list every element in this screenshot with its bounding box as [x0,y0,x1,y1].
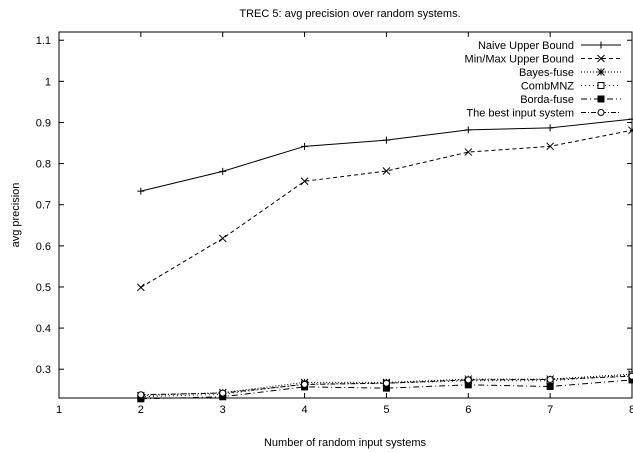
data-point-the-best-input-system [137,391,145,399]
data-point-naive-upper-bound [219,167,227,175]
data-point-naive-upper-bound [464,126,472,134]
x-tick-label: 6 [465,404,471,416]
legend: Naive Upper Bound Min/Max Upper BoundBaye… [465,40,621,120]
y-tick-label: 0.9 [36,117,51,129]
data-point-naive-upper-bound [546,124,554,132]
y-axis-title: avg precision [10,183,22,248]
legend-marker-min-max-upper-bound [597,54,605,63]
data-point-min-max-upper-bound [218,234,227,243]
data-point-borda-fuse [546,382,554,390]
legend-marker-combmnz [597,82,605,89]
data-point-naive-upper-bound [137,187,145,195]
y-tick-label: 0.5 [36,282,51,294]
y-tick-label: 1.1 [36,35,51,47]
series-line-min-max-upper-bound [140,129,633,288]
data-point-min-max-upper-bound [628,126,633,135]
data-point-min-max-upper-bound [137,283,145,292]
y-tick-label: 0.6 [36,241,51,253]
legend-marker-bayes-fuse [597,68,605,76]
data-point-the-best-input-system [546,375,554,383]
x-tick-label: 8 [629,404,633,416]
data-point-the-best-input-system [464,376,472,384]
data-point-min-max-upper-bound [382,167,391,175]
plot-frame [58,31,633,399]
series-naive-upper-bound [137,115,633,195]
data-point-naive-upper-bound [628,115,633,123]
legend-label-naive-upper-bound: Naive Upper Bound [478,40,574,52]
data-point-min-max-upper-bound [300,177,309,186]
series-line-naive-upper-bound [140,118,633,192]
x-tick-label: 5 [383,404,389,416]
y-tick-label: 1 [45,76,51,88]
data-point-the-best-input-system [301,380,309,388]
data-point-min-max-upper-bound [546,142,554,151]
data-point-the-best-input-system [628,372,633,380]
x-tick-label: 7 [547,404,553,416]
legend-marker-the-best-input-system [597,109,605,116]
y-tick-label: 0.7 [36,200,51,212]
series-layer [137,115,633,403]
x-tick-label: 4 [302,404,308,416]
data-point-the-best-input-system [382,379,390,387]
data-point-min-max-upper-bound [464,148,473,156]
x-tick-label: 3 [220,404,226,416]
chart-title: TREC 5: avg precision over random system… [239,8,460,20]
x-tick-label: 2 [138,404,144,416]
series-the-best-input-system [137,372,633,399]
series-min-max-upper-bound [137,126,633,292]
y-tick-label: 0.4 [36,323,51,335]
x-tick-label: 1 [56,404,62,416]
legend-label-bayes-fuse: Bayes-fuse [519,67,574,79]
data-point-naive-upper-bound [382,136,390,144]
legend-marker-naive-upper-bound [597,41,605,49]
legend-label-borda-fuse: Borda-fuse [520,94,574,106]
data-point-the-best-input-system [219,389,227,397]
data-point-naive-upper-bound [301,142,309,150]
axis-ticks: 1 2 3 4 5 6 7 8 0.3 0.4 0.5 0.6 0.7 0.8 0.9 1 1.1 [36,32,633,416]
legend-label-the-best-input-system: The best input system [466,108,574,120]
x-axis-title: Number of random input systems [264,437,427,449]
legend-marker-borda-fuse [597,95,605,103]
legend-label-min-max-upper-bound: Min/Max Upper Bound [465,54,574,66]
y-tick-label: 0.3 [36,364,51,376]
y-tick-label: 0.8 [36,159,51,171]
legend-label-combmnz: CombMNZ [521,81,574,93]
